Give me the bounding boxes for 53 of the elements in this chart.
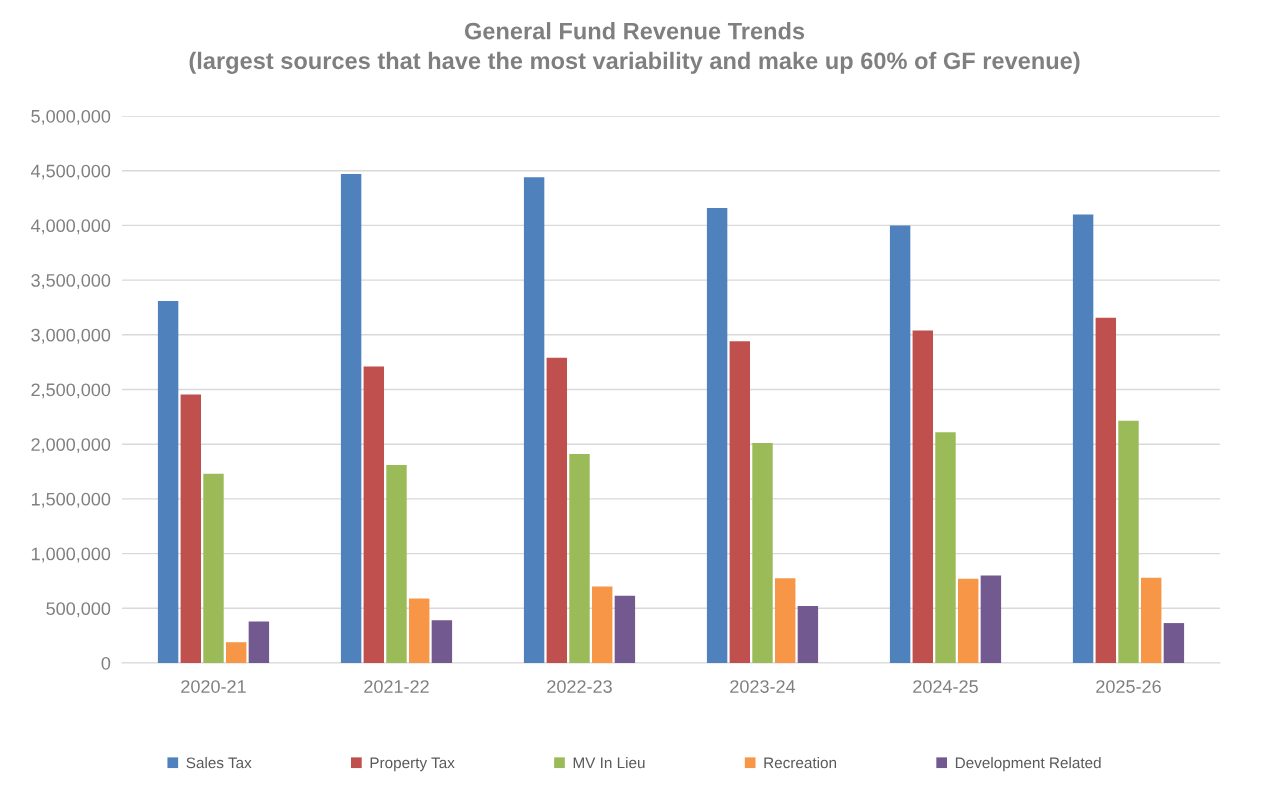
x-tick-label: 2022-23 <box>547 680 612 693</box>
y-tick-label: 1,500,000 <box>31 492 111 508</box>
y-tick-label: 4,000,000 <box>30 219 111 235</box>
x-tick-label: 2023-24 <box>730 680 796 693</box>
bar <box>203 473 224 663</box>
y-tick-label: 4,500,000 <box>30 164 111 180</box>
x-tick-label: 2024-25 <box>913 680 978 693</box>
bar <box>797 606 819 663</box>
bar <box>225 642 247 663</box>
bar <box>1163 623 1185 663</box>
legend-label: Property Tax <box>370 757 455 772</box>
bar <box>408 598 430 663</box>
bar <box>1140 577 1162 663</box>
bar <box>935 432 956 663</box>
y-tick-label: 3,000,000 <box>31 328 111 344</box>
bar <box>248 621 270 663</box>
y-tick-label: 0 <box>101 656 111 670</box>
bar <box>774 578 796 663</box>
legend-label: Development Related <box>955 756 1101 772</box>
x-tick-label: 2020-21 <box>181 680 246 693</box>
bar <box>180 394 202 663</box>
bar <box>523 177 545 663</box>
bar <box>546 357 568 663</box>
y-tick-label: 2,500,000 <box>31 383 111 399</box>
bar <box>957 578 979 663</box>
y-tick-label: 1,000,000 <box>31 547 111 563</box>
bar <box>1072 214 1094 663</box>
y-tick-label: 5,000,000 <box>31 109 111 125</box>
bar <box>1118 420 1139 663</box>
bar <box>431 620 453 663</box>
bar <box>980 575 1002 663</box>
bar <box>591 586 613 663</box>
bar <box>614 595 636 663</box>
legend-label: Sales Tax <box>186 756 252 769</box>
legend-label: Recreation <box>764 756 837 769</box>
bar <box>706 207 728 663</box>
legend-label: MV In Lieu <box>573 756 645 769</box>
y-tick-label: 2,000,000 <box>31 438 111 454</box>
bar <box>386 464 407 663</box>
y-tick-label: 3,500,000 <box>31 274 111 289</box>
bar <box>1095 317 1117 663</box>
bar <box>889 225 911 663</box>
bar <box>363 366 385 663</box>
x-tick-label: 2021-22 <box>364 680 429 693</box>
bar <box>157 300 179 663</box>
x-tick-label: 2025-26 <box>1096 680 1161 693</box>
y-tick-label: 500,000 <box>46 602 111 618</box>
chart-title: General Fund Revenue Trends (largest sources that have the most variability and make up 60% of GF revenue) <box>189 22 1080 74</box>
bar <box>729 341 751 663</box>
bar <box>340 173 362 663</box>
bar <box>912 330 934 663</box>
bar <box>752 443 773 663</box>
bar <box>569 454 590 663</box>
